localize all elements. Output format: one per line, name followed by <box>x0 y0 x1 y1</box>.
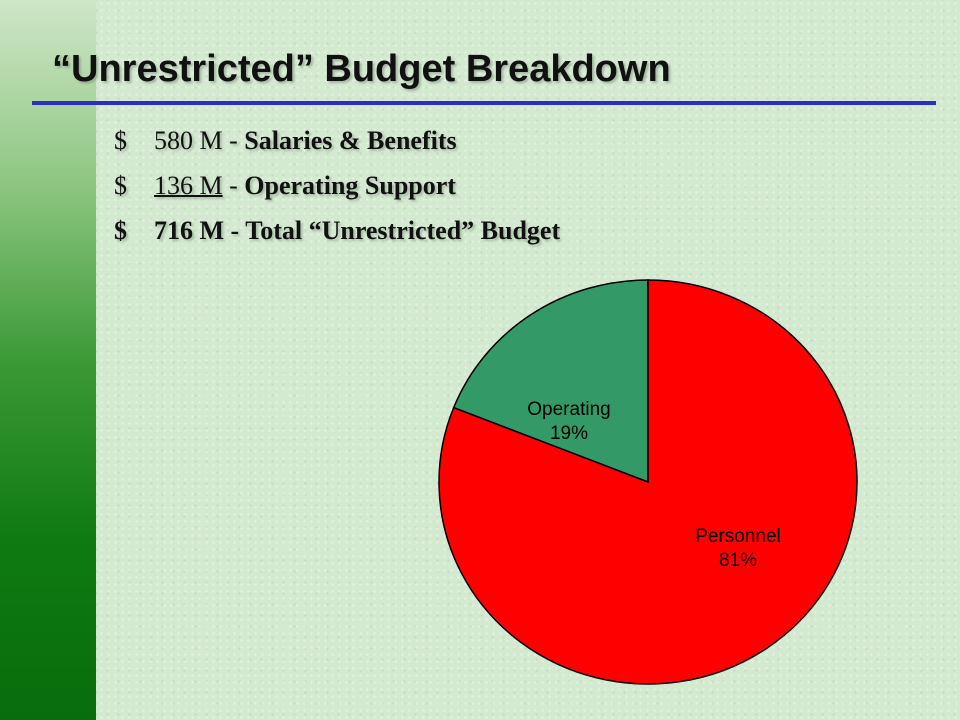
budget-description: Salaries & Benefits <box>244 126 457 155</box>
budget-list: $580 M - Salaries & Benefits $136 M - Op… <box>114 124 560 259</box>
pie-slice-operating <box>452 279 649 484</box>
budget-pie-chart: Operating 19% Personnel 81% <box>438 279 858 685</box>
currency-symbol: $ <box>114 171 127 200</box>
budget-line-operating: $136 M - Operating Support <box>114 169 560 214</box>
budget-amount: 580 M <box>154 126 223 155</box>
decorative-sidebar <box>0 0 96 720</box>
title-divider <box>32 101 936 105</box>
budget-amount: 716 M <box>154 216 225 245</box>
slice-label-personnel: Personnel <box>695 526 781 547</box>
separator: - <box>224 216 246 245</box>
pie-slice-personnel <box>438 279 858 685</box>
slide-title: “Unrestricted” Budget Breakdown <box>52 48 671 90</box>
currency-symbol: $ <box>114 126 127 155</box>
separator: - <box>222 171 245 200</box>
currency-symbol: $ <box>114 216 127 245</box>
budget-description: Operating Support <box>244 171 456 200</box>
separator: - <box>222 126 245 155</box>
budget-line-total: $716 M - Total “Unrestricted” Budget <box>114 214 560 259</box>
slice-value-personnel: 81% <box>719 550 757 571</box>
budget-description: Total “Unrestricted” Budget <box>245 216 561 245</box>
slice-value-operating: 19% <box>550 423 588 444</box>
slice-label-operating: Operating <box>527 399 610 420</box>
budget-amount: 136 M <box>154 171 223 200</box>
budget-line-salaries: $580 M - Salaries & Benefits <box>114 124 560 169</box>
